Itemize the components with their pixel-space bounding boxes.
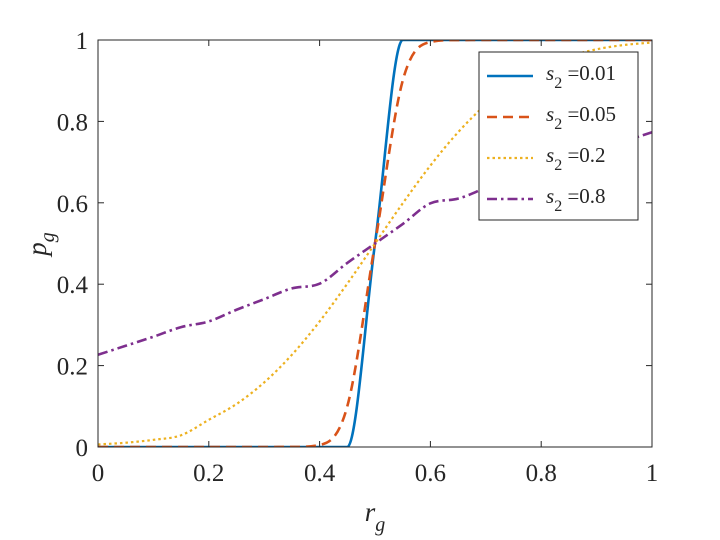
x-axis-label-main: r (365, 497, 376, 527)
x-tick-label: 0.8 (526, 460, 557, 487)
y-tick-label: 1 (76, 28, 89, 55)
axes-box (97, 39, 653, 448)
legend-subscript: 2 (554, 198, 562, 215)
y-tick-label: 0 (76, 435, 89, 462)
legend-symbol: s (546, 61, 554, 85)
y-axis-label-sub: g (37, 232, 59, 242)
ticks-layer: 0 0.2 0.4 0.6 0.8 1 0 0.2 0.4 0.6 0.8 1 (57, 28, 659, 487)
legend-subscript: 2 (554, 75, 562, 92)
x-tick-label: 0.4 (304, 460, 336, 487)
x-tick-label: 1 (646, 460, 659, 487)
legend-label-4: s2 =0.8 (546, 184, 606, 215)
y-tick-label: 0.4 (57, 272, 89, 299)
y-tick-label: 0.8 (57, 109, 88, 136)
legend-label-3: s2 =0.2 (546, 143, 606, 174)
legend-symbol: s (546, 184, 554, 208)
y-tick-label: 0.2 (57, 354, 88, 381)
x-tick-label: 0.6 (415, 460, 446, 487)
legend-value: =0.8 (562, 184, 605, 208)
legend-box (478, 51, 639, 221)
legend-value: =0.01 (562, 61, 616, 85)
legend-subscript: 2 (554, 116, 562, 133)
x-axis-label-sub: g (375, 514, 385, 536)
legend-value: =0.2 (562, 143, 605, 167)
legend-symbol: s (546, 102, 554, 126)
x-tick-label: 0 (92, 460, 105, 487)
legend-symbol: s (546, 143, 554, 167)
y-axis-label-main: p (22, 242, 52, 258)
y-axis-label: pg (22, 232, 59, 258)
y-tick-label: 0.6 (57, 191, 88, 218)
legend-label-2: s2 =0.05 (546, 102, 616, 133)
x-axis-label: rg (365, 497, 386, 536)
legend-label-1: s2 =0.01 (546, 61, 616, 92)
legend-subscript: 2 (554, 157, 562, 174)
legend-value: =0.05 (562, 102, 616, 126)
x-tick-label: 0.2 (193, 460, 224, 487)
